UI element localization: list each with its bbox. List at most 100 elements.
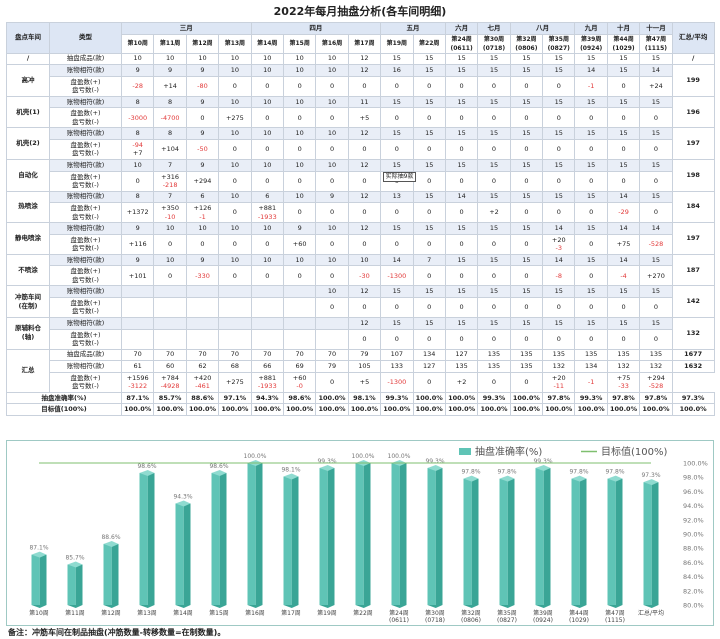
table-cell: 0 bbox=[639, 328, 673, 350]
table-cell: 15 bbox=[509, 95, 544, 109]
table-row: 盘盈数(+) 盘亏数(-) 0 0 0 0 0 0 0 0 0 0 bbox=[7, 328, 715, 350]
table-cell: 134 bbox=[412, 348, 446, 362]
table-cell: 15 bbox=[412, 127, 446, 140]
row-type: 盘盈数(+) 盘亏数(-) bbox=[49, 75, 122, 97]
x-tick-label: 汇总/平均 bbox=[638, 609, 664, 617]
y-tick-label: 92.0% bbox=[683, 516, 704, 524]
table-cell: 15 bbox=[574, 52, 608, 66]
table-cell: 15 bbox=[477, 222, 511, 235]
row-type: 账物相符(款) bbox=[49, 95, 122, 109]
table-cell: 10 bbox=[282, 64, 317, 77]
row-type: 账物相符(款) bbox=[49, 158, 122, 172]
header-month: 三月 bbox=[121, 22, 252, 35]
table-cell: 10 bbox=[250, 95, 284, 109]
bar-side bbox=[615, 478, 623, 605]
table-cell: 0 bbox=[509, 202, 544, 224]
x-tick-label: (1029) bbox=[569, 617, 589, 624]
table-cell: 15 bbox=[509, 190, 544, 204]
table-cell: 0 bbox=[509, 138, 544, 160]
table-cell: 15 bbox=[639, 316, 673, 330]
table-cell: 100.0% bbox=[153, 403, 187, 416]
table-cell: 15 bbox=[606, 285, 641, 298]
table-cell: +275 bbox=[218, 371, 252, 393]
table-cell: 0 bbox=[282, 202, 317, 224]
bar-base bbox=[67, 605, 83, 608]
table-cell: 100.0% bbox=[282, 403, 317, 416]
table-cell: 100.0% bbox=[347, 403, 382, 416]
accuracy-chart: 100.0% 98.0% 96.0% 94.0% 92.0% 90.0% 88.0% 86.0… bbox=[6, 440, 714, 626]
header-week: 第32周 (0806) bbox=[509, 33, 544, 54]
table-cell: 79 bbox=[347, 348, 382, 362]
header-week: 第12周 bbox=[185, 33, 220, 54]
table-cell: 15 bbox=[380, 316, 414, 330]
table-cell bbox=[282, 285, 317, 298]
table-cell: 0 bbox=[477, 265, 511, 287]
table-cell: 11 bbox=[347, 95, 382, 109]
table-row: 静电喷涂 账物相符(款) 9 10 10 10 10 9 10 12 15 15 15 15 15 14 15 1… bbox=[6, 222, 715, 255]
table-cell: 0 bbox=[509, 296, 544, 318]
table-cell: +116 bbox=[120, 233, 155, 255]
header-week: 第39周 (0924) bbox=[574, 33, 608, 54]
table-cell: 100.0% bbox=[185, 403, 220, 416]
row-type: 账物相符(款) bbox=[49, 127, 122, 140]
table-cell: 0 bbox=[477, 328, 511, 350]
table-cell: 10 bbox=[120, 52, 155, 66]
table-cell: 10 bbox=[282, 190, 317, 204]
bar bbox=[175, 503, 184, 605]
table-cell: 14 bbox=[639, 64, 673, 77]
bar-cap bbox=[571, 475, 587, 482]
bar-cap bbox=[319, 464, 335, 471]
bar bbox=[31, 554, 40, 605]
table-cell: 15 bbox=[412, 222, 446, 235]
bar bbox=[463, 478, 472, 605]
bar-cap bbox=[427, 464, 443, 471]
section-name: 静电喷涂 bbox=[6, 222, 50, 255]
bar-side bbox=[255, 463, 263, 605]
section-name: 汇总 bbox=[6, 348, 50, 393]
bar-base bbox=[571, 605, 587, 608]
table-cell: 10 bbox=[153, 222, 187, 235]
table-cell: 15 bbox=[574, 95, 608, 109]
table-cell: 0 bbox=[250, 265, 284, 287]
table-cell: 15 bbox=[639, 285, 673, 298]
table-cell: 10 bbox=[282, 52, 317, 66]
table-cell bbox=[250, 296, 284, 318]
table-cell: 15 bbox=[574, 285, 608, 298]
y-tick-label: 86.0% bbox=[683, 559, 704, 567]
row-summary: 142 bbox=[671, 285, 715, 318]
header-month: 六月 bbox=[444, 22, 479, 35]
table-cell: 15 bbox=[444, 316, 479, 330]
table-cell: 15 bbox=[477, 316, 511, 330]
table-cell: 0 bbox=[444, 296, 479, 318]
table-row: 盘盈数(+) 盘亏数(-) +116 0 0 0 0 +60 0 0 0 0 0 0 0 +20 -3 0 +75-… bbox=[7, 233, 715, 255]
row-type: 账物相符(款) bbox=[49, 360, 122, 373]
table-cell: 0 bbox=[444, 202, 479, 224]
table-cell bbox=[153, 296, 187, 318]
row-type: 盘盈数(+) 盘亏数(-) bbox=[49, 107, 122, 129]
table-cell: 0 bbox=[639, 202, 673, 224]
bar-side bbox=[399, 463, 407, 605]
table-cell: 100.0% bbox=[250, 403, 284, 416]
table-cell: 0 bbox=[282, 170, 317, 192]
table-cell: 15 bbox=[380, 127, 414, 140]
table-cell: 10 bbox=[153, 52, 187, 66]
table-cell bbox=[185, 296, 220, 318]
legend-swatch-bar bbox=[459, 448, 471, 455]
row-type: 账物相符(款) bbox=[49, 253, 122, 267]
table-cell: +316 -218 bbox=[153, 170, 187, 192]
table-cell: 9 bbox=[120, 253, 155, 267]
table-cell: 0 bbox=[315, 107, 349, 129]
y-tick-label: 80.0% bbox=[683, 602, 704, 610]
table-cell: 10 bbox=[218, 190, 252, 204]
row-type: 目标值(100%) bbox=[6, 403, 122, 416]
table-cell: +5 bbox=[347, 107, 382, 129]
bar-side bbox=[147, 472, 155, 605]
data-label: 97.8% bbox=[569, 469, 588, 476]
row-type: 账物相符(款) bbox=[49, 64, 122, 77]
table-cell: 0 bbox=[412, 371, 446, 393]
table-row: 机壳(1) 账物相符(款) 8 8 9 10 10 10 10 11 15 15 15 15 15 15 15 1… bbox=[6, 95, 715, 129]
table-cell: 127 bbox=[412, 360, 446, 373]
section-name: 机壳(1) bbox=[6, 95, 50, 129]
table-cell: 0 bbox=[509, 75, 544, 97]
table-cell: -528 bbox=[639, 233, 673, 255]
